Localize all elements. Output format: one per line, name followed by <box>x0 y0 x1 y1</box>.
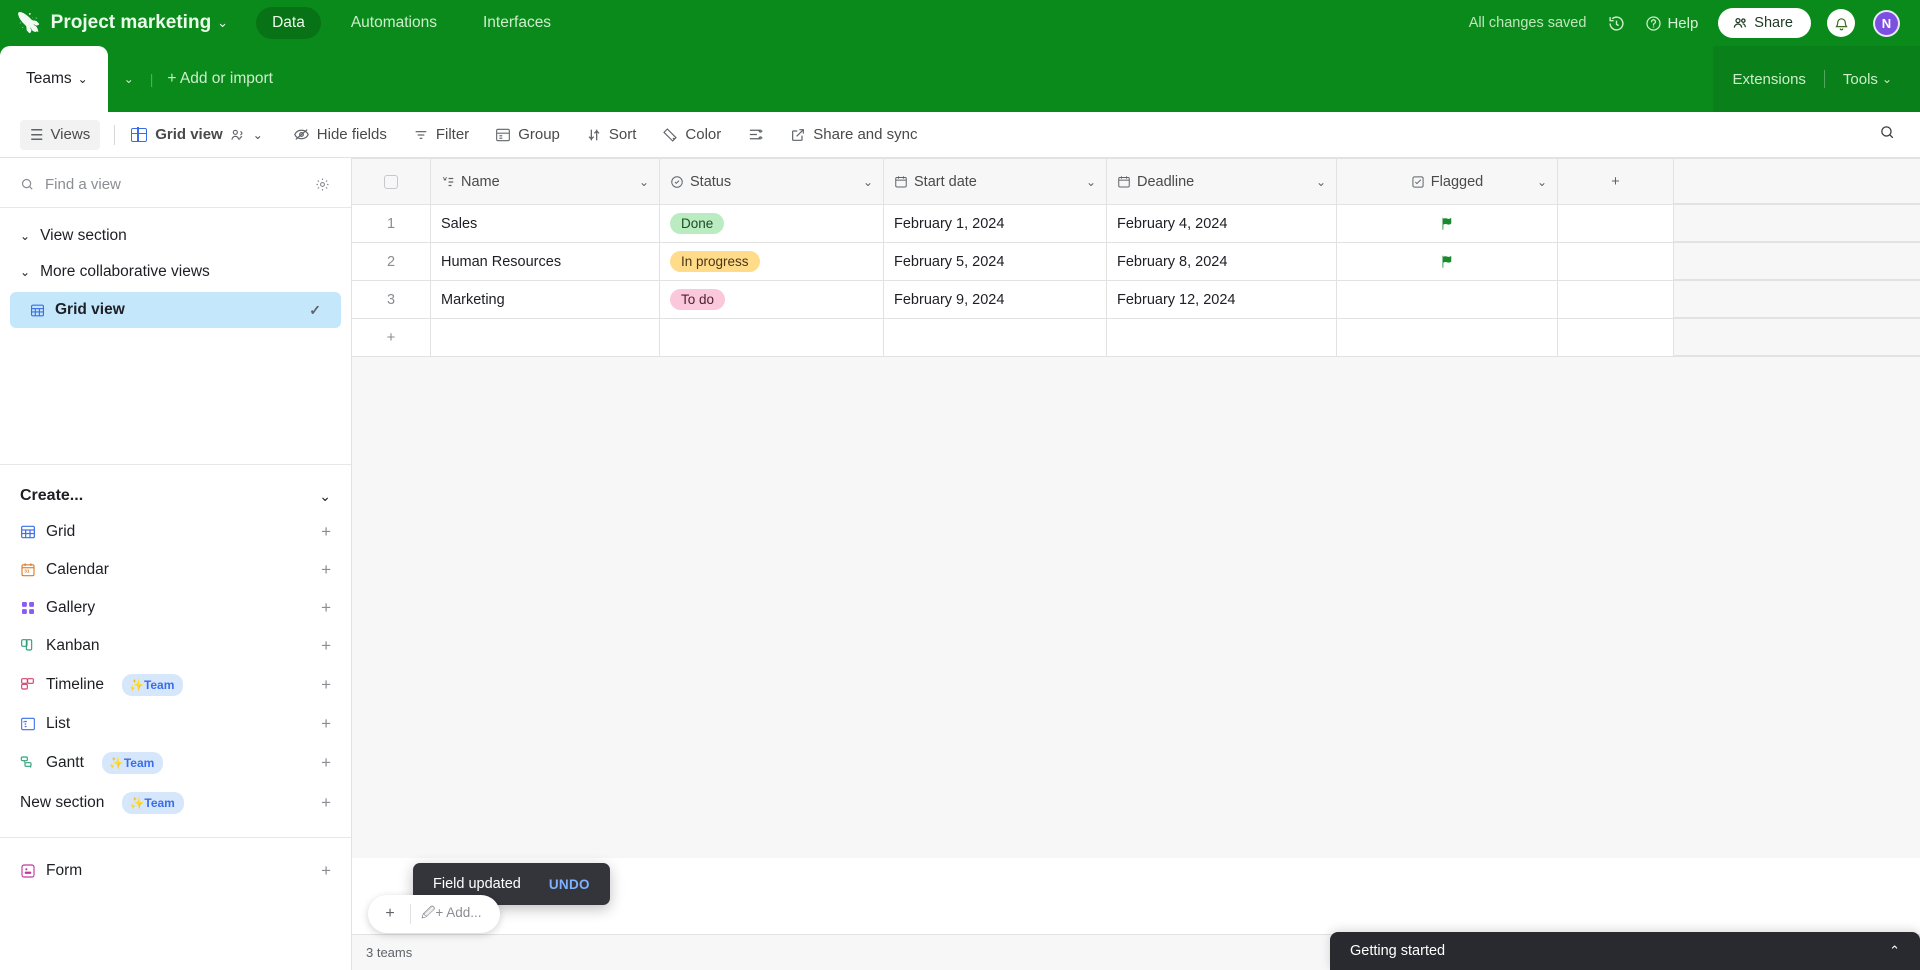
svg-text:31: 31 <box>24 569 30 575</box>
